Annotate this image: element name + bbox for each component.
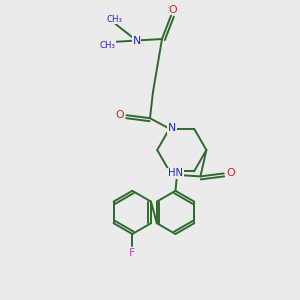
Text: F: F [129,248,135,258]
Text: N: N [167,123,176,133]
Text: HN: HN [168,168,183,178]
Text: O: O [169,4,177,15]
Text: O: O [116,110,124,120]
Text: O: O [226,168,235,178]
Text: CH₃: CH₃ [107,15,123,24]
Text: N: N [132,35,141,46]
Text: CH₃: CH₃ [99,40,115,50]
